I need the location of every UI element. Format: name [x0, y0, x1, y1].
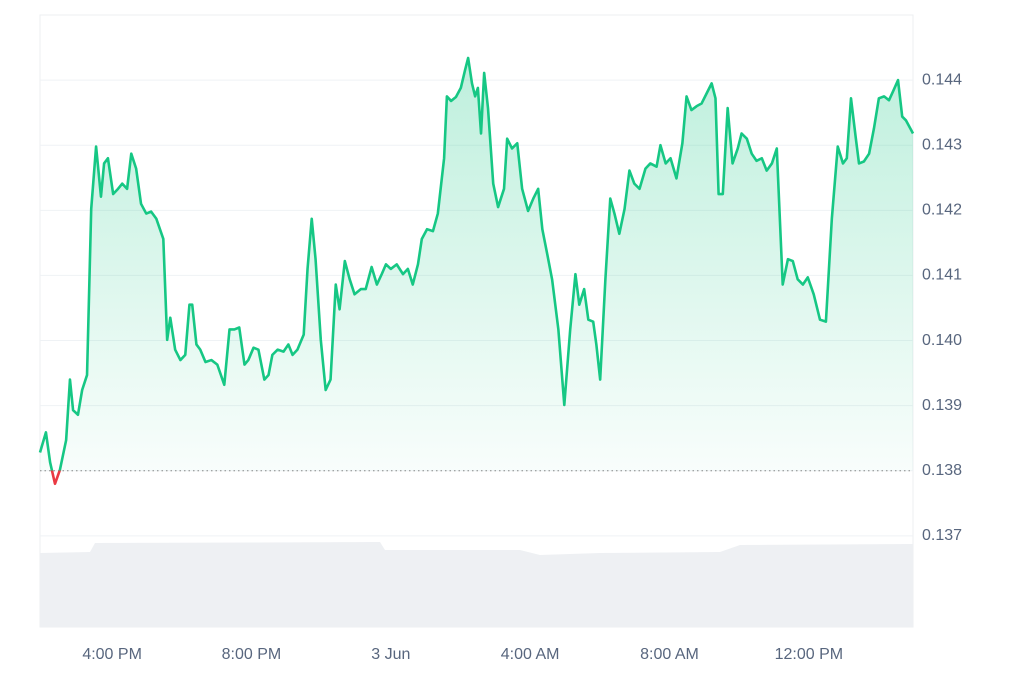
y-tick-label: 0.141: [922, 267, 962, 284]
y-tick-label: 0.142: [922, 202, 962, 219]
x-tick-label: 4:00 PM: [82, 646, 142, 663]
price-line: [38, 56, 915, 486]
plot: [38, 56, 915, 486]
x-tick-label: 12:00 PM: [775, 646, 843, 663]
y-tick-label: 0.138: [922, 462, 962, 479]
y-tick-label: 0.143: [922, 136, 962, 153]
volume-band: [40, 542, 913, 627]
x-tick-label: 4:00 AM: [501, 646, 560, 663]
x-tick-label: 8:00 AM: [640, 646, 699, 663]
y-tick-label: 0.137: [922, 527, 962, 544]
area: [40, 57, 913, 471]
y-tick-label: 0.139: [922, 397, 962, 414]
y-tick-label: 0.144: [922, 71, 962, 88]
axes: 0.137 0.138 0.139 0.140 0.141 0.142 0.143 0.144…: [82, 71, 962, 663]
x-tick-label: 3 Jun: [371, 646, 410, 663]
x-tick-label: 8:00 PM: [222, 646, 282, 663]
y-tick-label: 0.140: [922, 332, 962, 349]
